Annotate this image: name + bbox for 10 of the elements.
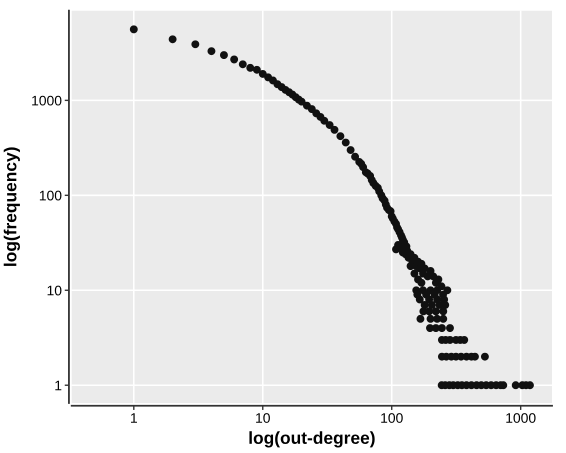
y-tick-label: 100 xyxy=(40,190,62,200)
x-tick-label: 1 xyxy=(131,413,137,423)
x-axis-title: log(out-degree) xyxy=(249,431,375,448)
x-tick-label: 100 xyxy=(381,413,403,423)
y-axis-title: log(frequency) xyxy=(4,147,20,266)
y-tick-label: 1000 xyxy=(32,96,62,106)
y-tick-label: 1 xyxy=(55,380,62,390)
y-tick-label: 10 xyxy=(48,286,62,296)
x-tick-label: 1000 xyxy=(506,413,536,423)
x-tick-label: 10 xyxy=(256,413,270,423)
